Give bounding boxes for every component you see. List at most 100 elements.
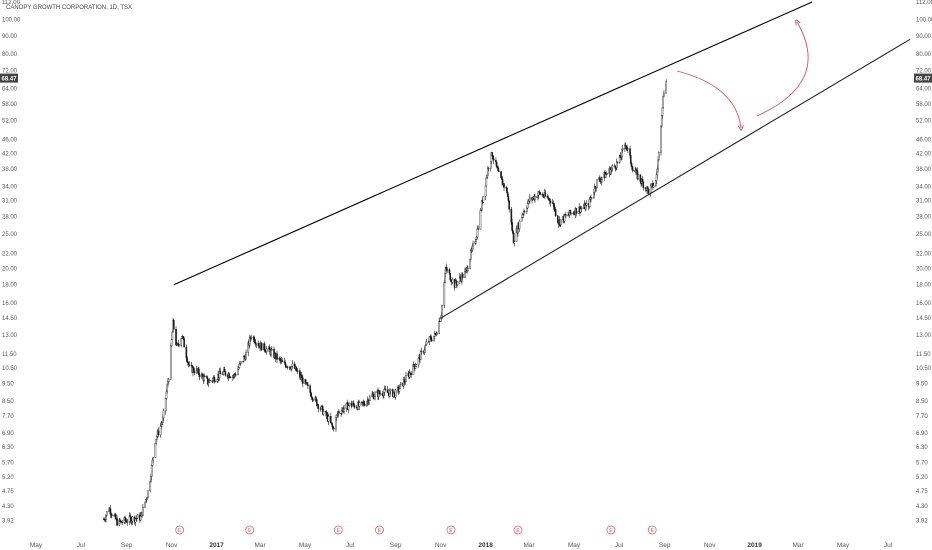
- y-tick-label-left: 38.00: [2, 167, 18, 173]
- x-tick-label: May: [568, 542, 581, 549]
- y-tick-label-right: 25.00: [916, 232, 932, 238]
- y-tick-label-left: 64.00: [2, 87, 18, 93]
- candle: [456, 281, 459, 287]
- candle: [118, 518, 121, 527]
- svg-text:68.47: 68.47: [916, 76, 932, 82]
- y-tick-label-right: 90.00: [916, 34, 932, 40]
- candle: [642, 180, 645, 191]
- arrow-up: [756, 22, 809, 117]
- y-tick-label-right: 11.50: [916, 352, 931, 358]
- candle: [154, 442, 157, 459]
- candle: [299, 368, 301, 380]
- candle: [228, 372, 230, 378]
- y-tick-label-left: 6.30: [2, 445, 14, 451]
- candle: [243, 355, 245, 362]
- candle: [492, 155, 495, 164]
- candle: [286, 365, 289, 370]
- candle: [281, 358, 283, 362]
- candle: [544, 189, 547, 198]
- candle: [384, 385, 387, 391]
- candle: [627, 148, 629, 153]
- candle: [209, 379, 211, 383]
- candle: [585, 200, 588, 207]
- candle: [358, 400, 361, 411]
- candle: [489, 161, 492, 172]
- candle: [420, 347, 423, 355]
- candle: [443, 279, 446, 309]
- y-tick-label-left: 18.00: [2, 283, 18, 289]
- candle: [214, 378, 216, 383]
- candle: [611, 163, 614, 172]
- candle: [565, 211, 567, 219]
- candle: [237, 365, 239, 376]
- y-tick-label-left: 4.75: [2, 489, 14, 495]
- lower-support-line[interactable]: [440, 38, 911, 319]
- earnings-event-marker[interactable]: E: [446, 525, 456, 535]
- y-tick-label-left: 72.00: [2, 68, 18, 74]
- y-tick-label-right: 52.00: [916, 119, 932, 125]
- candle: [219, 367, 222, 375]
- candle: [487, 166, 490, 172]
- price-badge-right: 68.47: [914, 73, 932, 83]
- x-tick-label: Jul: [615, 542, 624, 549]
- candle: [347, 404, 350, 414]
- earnings-event-marker[interactable]: E: [245, 525, 255, 535]
- candle: [497, 165, 499, 172]
- earnings-event-marker[interactable]: E: [606, 525, 616, 535]
- earnings-event-marker[interactable]: E: [375, 525, 384, 535]
- candle: [126, 518, 129, 526]
- candle: [515, 225, 518, 243]
- svg-text:E: E: [516, 528, 520, 534]
- y-tick-label-right: 58.00: [916, 102, 932, 108]
- candle: [575, 208, 578, 217]
- candle: [503, 182, 505, 192]
- candle: [482, 195, 485, 203]
- y-tick-label-right: 64.00: [916, 87, 932, 93]
- y-tick-label-right: 6.30: [916, 445, 928, 451]
- candle: [641, 176, 644, 183]
- trendlines: [173, 1, 911, 319]
- candle: [498, 167, 500, 172]
- x-tick-label: Sep: [390, 542, 402, 549]
- y-tick-label-right: 16.00: [916, 301, 932, 307]
- upper-resistance-line[interactable]: [173, 1, 813, 286]
- candle: [436, 331, 438, 336]
- y-tick-label-left: 10.50: [2, 366, 18, 372]
- candle: [203, 374, 206, 378]
- candle: [147, 490, 149, 499]
- y-tick-label-left: 8.50: [2, 399, 14, 405]
- candle: [596, 179, 598, 189]
- earnings-event-marker[interactable]: E: [647, 525, 657, 535]
- y-tick-label-left: 34.00: [2, 184, 18, 190]
- candle: [109, 505, 112, 518]
- annotation-arrows: [676, 22, 809, 128]
- x-tick-label: 2017: [209, 542, 224, 549]
- candle: [590, 194, 592, 203]
- time-axis: May Jul Sep Nov 2017 Mar May Jul Sep Nov 2018 Mar Ma…: [30, 542, 893, 549]
- svg-text:E: E: [337, 528, 341, 534]
- earnings-event-marker[interactable]: E: [513, 525, 523, 535]
- y-tick-label-right: 10.50: [916, 366, 932, 372]
- y-tick-label-left: 9.50: [2, 382, 14, 388]
- y-tick-label-right: 4.30: [916, 504, 928, 510]
- y-tick-label-right: 5.20: [916, 475, 928, 481]
- y-tick-label-left: 4.30: [2, 504, 14, 510]
- y-tick-label-right: 4.75: [916, 489, 928, 495]
- y-tick-label-left: 7.70: [2, 414, 14, 420]
- earnings-event-marker[interactable]: E: [175, 525, 185, 535]
- y-tick-label-left: 6.90: [2, 431, 14, 437]
- x-tick-label: Sep: [659, 542, 671, 549]
- candle: [121, 519, 124, 525]
- x-tick-label: May: [837, 542, 850, 549]
- earnings-event-marker[interactable]: E: [333, 525, 343, 535]
- y-tick-label-right: 112.00: [916, 0, 932, 6]
- x-tick-label: 2018: [478, 542, 493, 549]
- candle: [116, 515, 118, 527]
- candle: [213, 375, 216, 384]
- y-tick-label-right: 100.00: [916, 18, 932, 24]
- candle: [177, 339, 180, 347]
- x-tick-label: Nov: [704, 542, 716, 549]
- candle: [652, 180, 654, 191]
- candle: [399, 384, 401, 390]
